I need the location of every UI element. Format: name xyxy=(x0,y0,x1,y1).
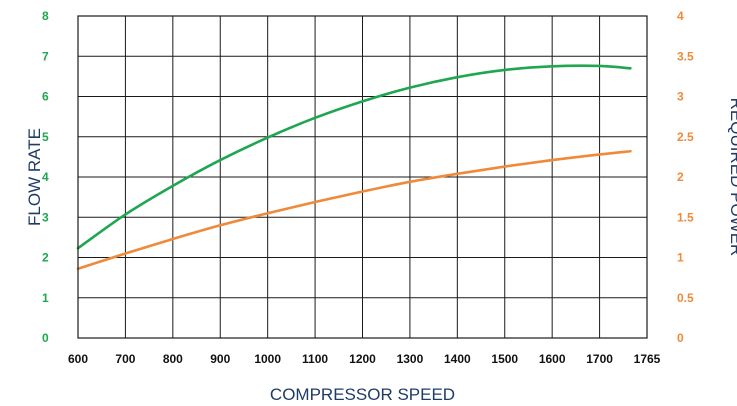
x-axis-title: COMPRESSOR SPEED xyxy=(270,385,455,404)
x-tick-label: 1700 xyxy=(586,352,613,366)
x-tick-label: 1765 xyxy=(634,352,661,366)
y-right-tick-label: 1.5 xyxy=(677,210,694,224)
grid-layer xyxy=(77,15,648,339)
y-left-tick-label: 8 xyxy=(42,9,49,23)
plot-frame xyxy=(77,15,648,339)
y-left-tick-label: 7 xyxy=(42,49,49,63)
y-right-tick-label: 2.5 xyxy=(677,130,694,144)
x-tick-label: 1400 xyxy=(444,352,471,366)
x-tick-label: 700 xyxy=(115,352,135,366)
y-left-tick-label: 3 xyxy=(42,210,49,224)
tick-layer: 0 1 2 3 4 5 6 7 8 0 0.5 1 1.5 2 2.5 3 3.5 4 600 700 800 900 10… xyxy=(42,9,694,366)
y-right-tick-label: 2 xyxy=(677,170,684,184)
y-right-tick-label: 3 xyxy=(677,90,684,104)
y-left-tick-label: 0 xyxy=(42,331,49,345)
x-tick-label: 1600 xyxy=(539,352,566,366)
y-right-tick-label: 0.5 xyxy=(677,291,694,305)
x-tick-label: 1500 xyxy=(491,352,518,366)
y-left-tick-label: 1 xyxy=(42,291,49,305)
y-right-tick-label: 3.5 xyxy=(677,49,694,63)
y-right-tick-label: 1 xyxy=(677,251,684,265)
x-tick-label: 600 xyxy=(68,352,88,366)
y-left-tick-label: 5 xyxy=(42,130,49,144)
y-left-tick-label: 2 xyxy=(42,251,49,265)
x-tick-label: 1200 xyxy=(349,352,376,366)
series-layer xyxy=(76,64,632,271)
flow-rate-series-line xyxy=(76,64,632,250)
x-tick-label: 1300 xyxy=(397,352,424,366)
x-tick-label: 800 xyxy=(163,352,183,366)
y-axis-right-title: REQUIRED POWER xyxy=(727,98,737,257)
required-power-series-line xyxy=(76,149,632,271)
x-tick-label: 900 xyxy=(210,352,230,366)
y-right-tick-label: 4 xyxy=(677,9,684,23)
x-tick-label: 1000 xyxy=(254,352,281,366)
y-left-tick-label: 4 xyxy=(42,170,49,184)
x-tick-label: 1100 xyxy=(302,352,328,366)
y-left-tick-label: 6 xyxy=(42,90,49,104)
y-right-tick-label: 0 xyxy=(677,331,684,345)
y-axis-left-title: FLOW RATE xyxy=(25,128,44,226)
